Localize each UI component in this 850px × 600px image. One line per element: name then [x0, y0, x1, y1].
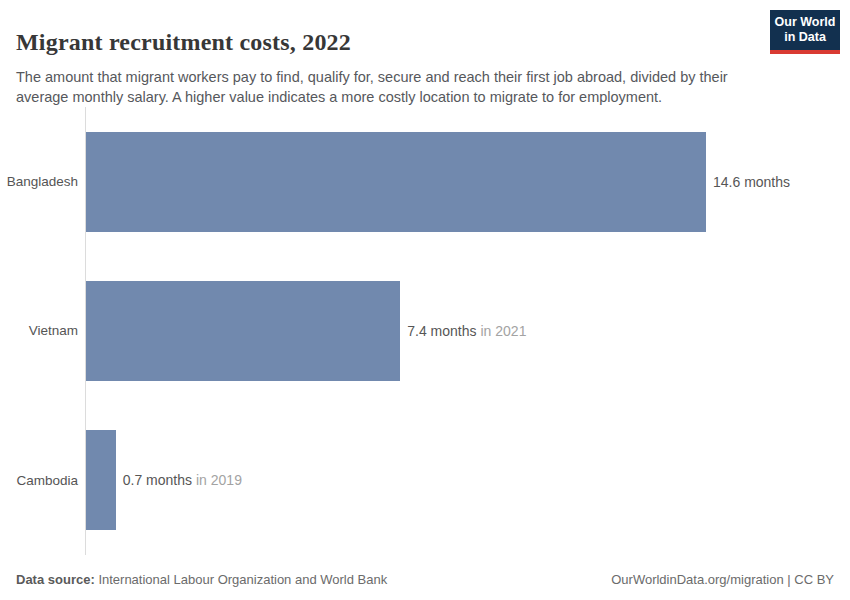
bar-rows: Bangladesh 14.6 months Vietnam 7.4 months in… [0, 107, 850, 555]
bar-track: 7.4 months in 2021 [85, 256, 850, 405]
owid-logo-line2: in Data [770, 30, 840, 45]
category-label: Cambodia [0, 473, 85, 488]
bar-chart: Bangladesh 14.6 months Vietnam 7.4 months in… [0, 107, 850, 555]
data-source-label: Data source: [16, 572, 95, 587]
bar-row: Bangladesh 14.6 months [0, 107, 850, 256]
bar-track: 14.6 months [85, 107, 850, 256]
license-note: OurWorldinData.org/migration | CC BY [611, 572, 834, 587]
bar-row: Vietnam 7.4 months in 2021 [0, 256, 850, 405]
bar-row: Cambodia 0.7 monthsin 2019 [0, 406, 850, 555]
chart-title: Migrant recruitment costs, 2022 [16, 29, 351, 56]
data-source: Data source: International Labour Organi… [16, 572, 387, 587]
owid-logo: Our World in Data [770, 10, 840, 54]
category-label: Bangladesh [0, 174, 85, 189]
value-text: 14.6 months [713, 174, 790, 190]
category-label: Vietnam [0, 323, 85, 338]
chart-footer: Data source: International Labour Organi… [16, 572, 834, 587]
value-label: 14.6 months [713, 174, 790, 190]
owid-logo-line1: Our World [770, 15, 840, 30]
value-text: 0.7 months [123, 472, 192, 488]
bar-track: 0.7 monthsin 2019 [85, 406, 850, 555]
bar [86, 281, 400, 381]
value-year-note: in 2021 [481, 323, 527, 339]
bar [86, 132, 706, 232]
value-label: 7.4 months in 2021 [407, 323, 526, 339]
chart-subtitle: The amount that migrant workers pay to f… [16, 67, 764, 108]
value-year-note: in 2019 [196, 472, 242, 488]
bar [86, 430, 116, 530]
value-label: 0.7 monthsin 2019 [123, 472, 242, 488]
value-text: 7.4 months [407, 323, 476, 339]
chart-page: Migrant recruitment costs, 2022 Our Worl… [0, 0, 850, 600]
data-source-text: International Labour Organization and Wo… [98, 572, 387, 587]
